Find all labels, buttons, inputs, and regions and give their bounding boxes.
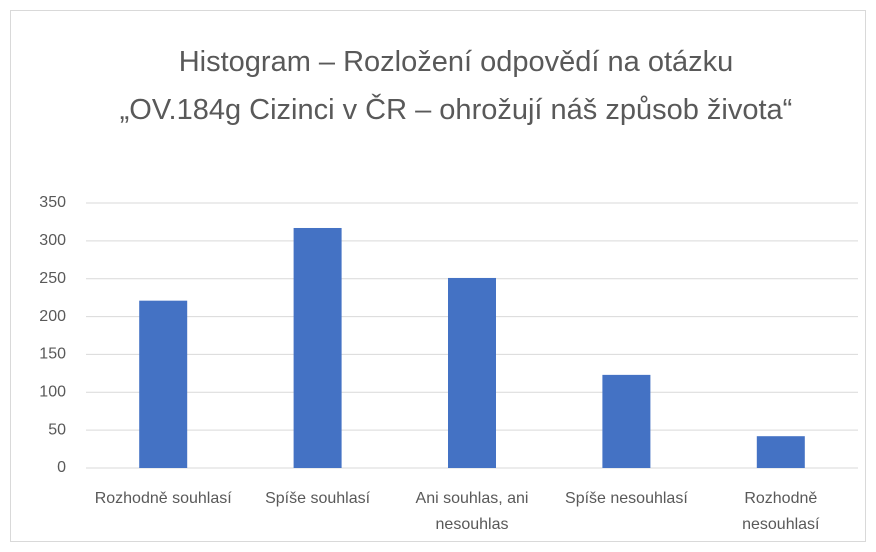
y-tick-label: 0: [57, 459, 66, 476]
bar: [293, 227, 342, 468]
x-tick-label: Spíše nesouhlasí: [565, 490, 688, 507]
chart-border: [10, 10, 866, 542]
bar: [448, 277, 496, 468]
y-tick-label: 150: [39, 346, 66, 363]
bar: [756, 436, 805, 468]
y-tick-label: 100: [39, 384, 66, 401]
bar: [602, 374, 651, 468]
y-tick-label: 350: [39, 194, 66, 211]
x-tick-label: Ani souhlas, ani nesouhlas: [415, 490, 529, 533]
y-tick-label: 200: [39, 308, 66, 325]
y-tick-label: 50: [48, 421, 66, 438]
y-tick-label: 300: [39, 232, 66, 249]
x-tick-label: Rozhodně nesouhlasí: [742, 490, 820, 533]
chart-title: Histogram – Rozložení odpovědí na otázku…: [119, 46, 793, 126]
y-tick-label: 250: [39, 270, 66, 287]
x-tick-label: Spíše souhlasí: [265, 490, 371, 507]
x-tick-label: Rozhodně souhlasí: [94, 490, 232, 507]
bar: [139, 300, 188, 468]
